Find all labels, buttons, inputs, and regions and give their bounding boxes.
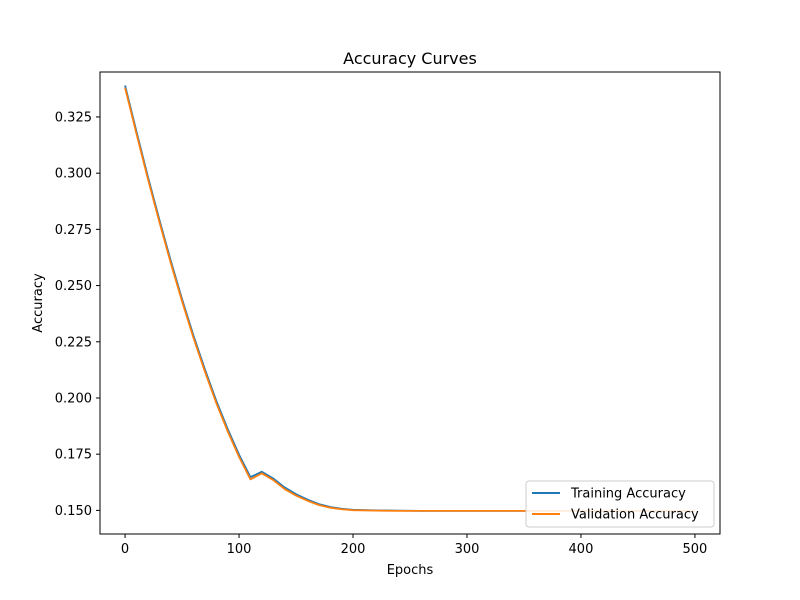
y-tick-label: 0.275 xyxy=(55,223,92,238)
y-tick-label: 0.325 xyxy=(55,110,92,125)
x-axis-label: Epochs xyxy=(387,563,434,578)
axis-ticks: 0 100 200 300 400 500 0.150 0.175 0.200 0.225 0.25… xyxy=(55,110,708,557)
series-lines xyxy=(124,85,695,512)
legend-box xyxy=(525,480,715,528)
y-tick-label: 0.225 xyxy=(55,335,92,350)
y-tick-label: 0.175 xyxy=(55,448,92,463)
x-tick-label: 100 xyxy=(227,542,252,557)
x-tick-label: 200 xyxy=(341,542,366,557)
legend-label-training-accuracy: Training Accuracy xyxy=(570,487,686,502)
y-axis-label: Accuracy xyxy=(31,273,46,333)
x-tick-label: 500 xyxy=(683,542,708,557)
legend-label-validation-accuracy: Validation Accuracy xyxy=(571,508,699,523)
y-tick-label: 0.250 xyxy=(55,279,92,294)
series-line-validation-accuracy xyxy=(124,87,695,512)
plot-frame xyxy=(99,71,721,535)
x-tick-label: 300 xyxy=(455,542,480,557)
legend: Training Accuracy Validation Accuracy xyxy=(525,480,715,528)
y-tick-label: 0.300 xyxy=(55,167,92,182)
y-tick-label: 0.150 xyxy=(55,504,92,519)
x-tick-label: 400 xyxy=(569,542,594,557)
x-tick-label: 0 xyxy=(121,542,129,557)
y-tick-label: 0.200 xyxy=(55,391,92,406)
chart-title: Accuracy Curves xyxy=(343,49,477,68)
